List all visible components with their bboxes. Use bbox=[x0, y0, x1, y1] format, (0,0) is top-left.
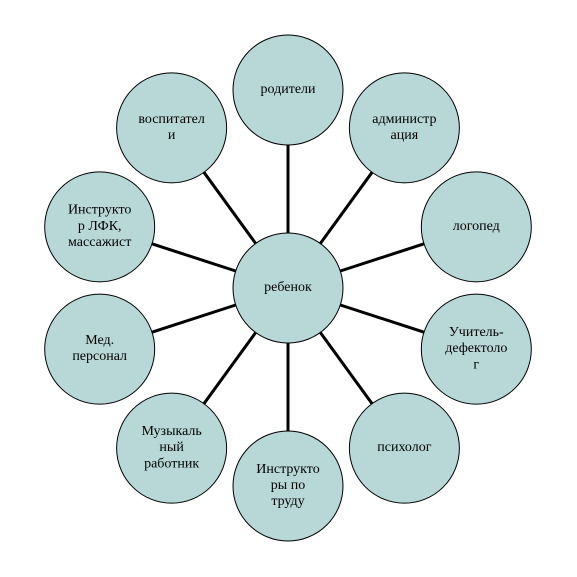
edge bbox=[320, 172, 372, 243]
outer-node: Инструкторы потруду bbox=[233, 431, 343, 541]
outer-label-line: ры по bbox=[271, 478, 305, 493]
outer-label: логопед bbox=[453, 219, 500, 234]
outer-node: администрация bbox=[349, 73, 459, 183]
outer-label-line: массажист bbox=[68, 235, 131, 250]
outer-node: Музыкальный работник bbox=[117, 393, 227, 503]
outer-node: Учитель-дефектоло г bbox=[421, 294, 531, 404]
outer-label-line: работник bbox=[144, 457, 199, 472]
center-label: ребенок bbox=[264, 280, 312, 295]
outer-label-line: логопед bbox=[453, 219, 500, 234]
outer-label-line: Учитель- bbox=[449, 325, 504, 340]
outer-label-line: ация bbox=[391, 128, 419, 143]
outer-label-line: Мед. bbox=[85, 333, 114, 348]
outer-label-line: и bbox=[168, 128, 176, 143]
outer-node: Мед.персонал bbox=[45, 294, 155, 404]
edge bbox=[204, 172, 256, 243]
outer-label-line: Инструкто bbox=[256, 462, 319, 477]
radial-diagram: ребенок родители администрация логопед Учите… bbox=[0, 0, 577, 577]
outer-label-line: труду bbox=[271, 494, 304, 509]
outer-label-line: Музыкаль bbox=[141, 424, 201, 439]
outer-label-line: дефектоло bbox=[445, 341, 507, 356]
outer-node: родители bbox=[233, 35, 343, 145]
edge bbox=[320, 332, 372, 403]
edge bbox=[152, 244, 236, 271]
outer-label-line: родители bbox=[260, 82, 316, 97]
edge bbox=[204, 332, 256, 403]
outer-label: психолог bbox=[377, 440, 431, 455]
outer-node: логопед bbox=[421, 172, 531, 282]
outer-label-line: ный bbox=[159, 440, 184, 455]
outer-label-line: администр bbox=[372, 112, 436, 127]
outer-label-line: психолог bbox=[377, 440, 431, 455]
outer-label: родители bbox=[260, 82, 316, 97]
edge bbox=[340, 244, 424, 271]
outer-node: психолог bbox=[349, 393, 459, 503]
outer-label-line: Инструкто bbox=[68, 203, 131, 218]
outer-label-line: г bbox=[473, 358, 479, 373]
center-node: ребенок bbox=[233, 233, 343, 343]
edge bbox=[340, 305, 424, 332]
outer-label-line: р ЛФК, bbox=[78, 219, 122, 234]
outer-label-line: воспитател bbox=[138, 112, 205, 127]
outer-label-line: персонал bbox=[72, 349, 127, 364]
edge bbox=[152, 305, 236, 332]
outer-node: Инструктор ЛФК,массажист bbox=[45, 172, 155, 282]
outer-node: воспитатели bbox=[117, 73, 227, 183]
